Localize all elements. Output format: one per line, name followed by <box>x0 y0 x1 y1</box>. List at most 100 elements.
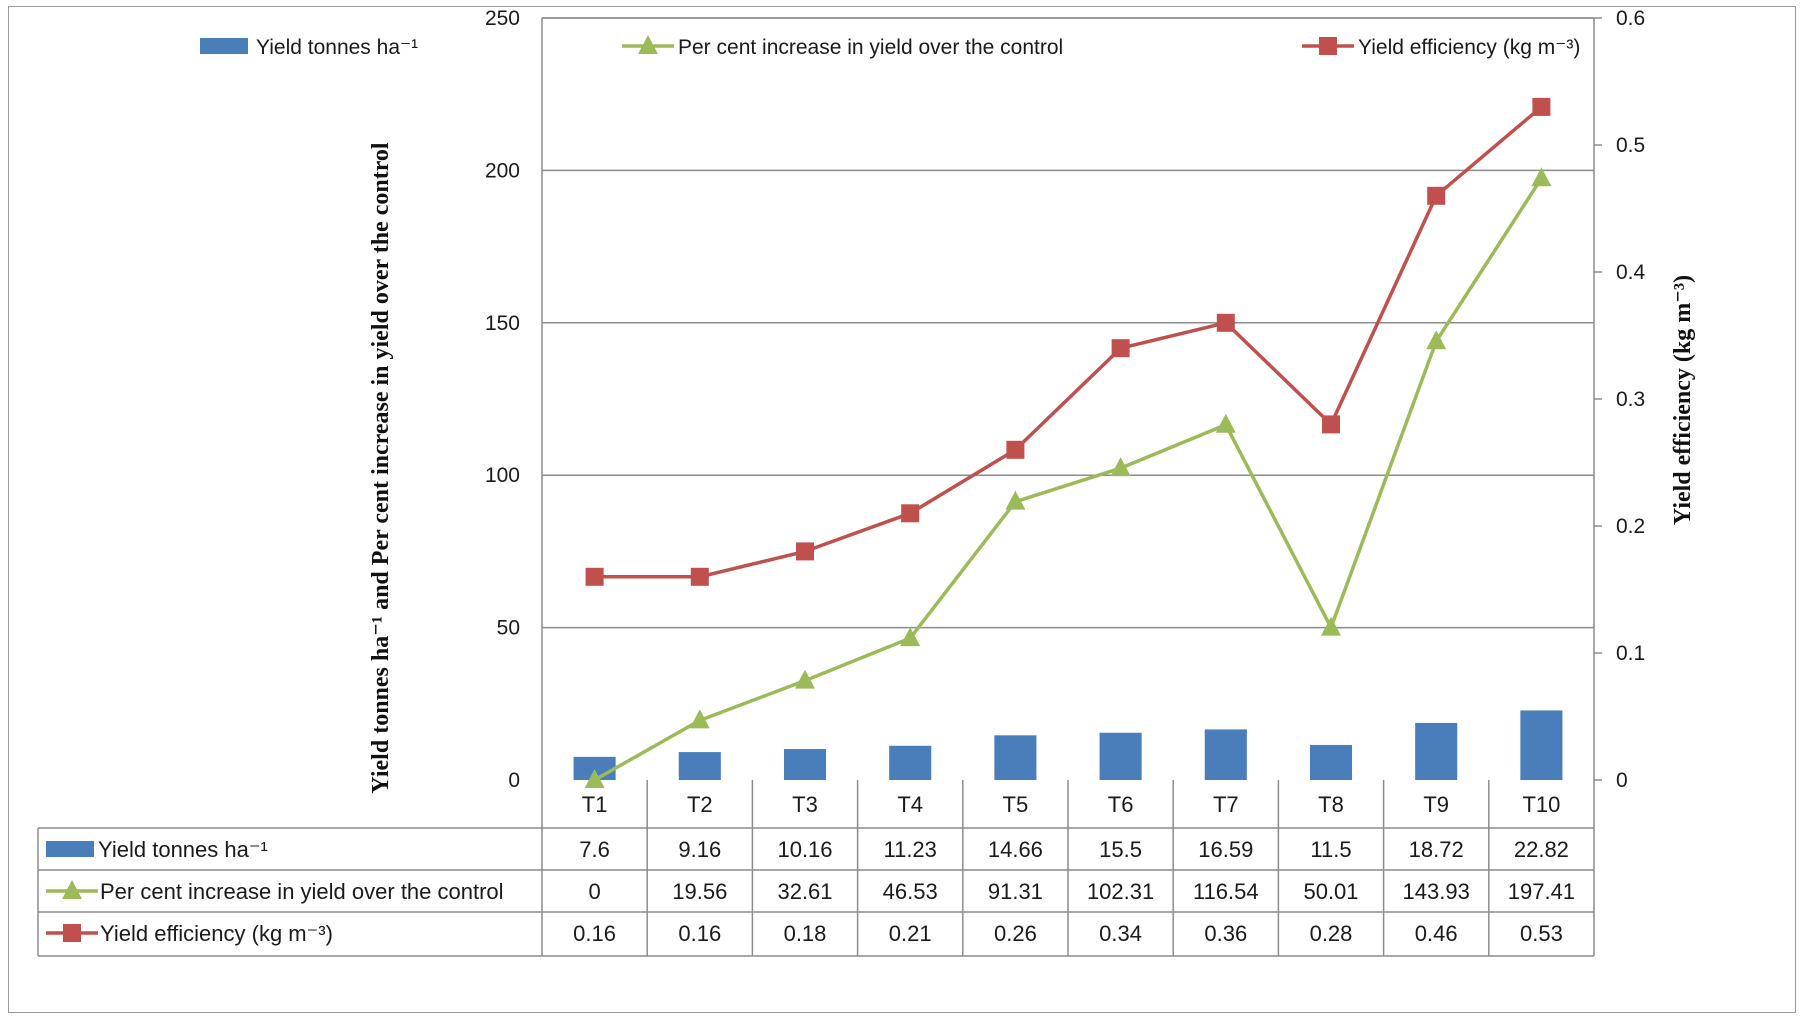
series-line <box>593 177 1543 782</box>
x-tick-label: T9 <box>1423 792 1449 817</box>
x-tick-label: T8 <box>1318 792 1344 817</box>
data-point <box>1322 415 1340 434</box>
table-row-label: Per cent increase in yield over the cont… <box>100 879 504 904</box>
data-label: 0 <box>588 879 600 904</box>
data-point <box>1006 440 1025 459</box>
data-label: 0.26 <box>994 921 1037 946</box>
data-label: 32.61 <box>777 879 832 904</box>
data-point <box>1427 186 1446 205</box>
y-tick-label-right: 0.1 <box>1616 642 1645 665</box>
y-tick-label-right: 0.2 <box>1616 515 1645 538</box>
x-tick-label: T1 <box>582 792 608 817</box>
data-point <box>1531 167 1552 187</box>
data-label: 10.16 <box>777 837 832 862</box>
x-tick-label: T4 <box>897 792 923 817</box>
y-tick-label-right: 0 <box>1616 769 1628 792</box>
bar <box>678 752 721 780</box>
bar <box>783 749 827 780</box>
x-tick-label: T10 <box>1522 792 1560 817</box>
legend-marker <box>638 35 658 54</box>
data-label: 0.36 <box>1204 921 1247 946</box>
y-tick-label-right: 0.4 <box>1616 261 1646 284</box>
data-label: 11.23 <box>883 837 936 862</box>
data-point <box>1426 330 1447 350</box>
data-label: 116.54 <box>1193 879 1259 904</box>
data-point <box>901 504 920 523</box>
axes: 0 50 100 150 200 250 0 0.1 0.2 0.3 0.4 0.5 0.6 <box>485 7 1646 792</box>
data-point <box>1321 616 1341 636</box>
table-legend-marker <box>62 880 82 899</box>
data-label: 0.28 <box>1310 921 1353 946</box>
data-label: 0.53 <box>1520 921 1563 946</box>
bar <box>1204 729 1247 780</box>
data-point <box>1216 313 1235 332</box>
data-label: 197.41 <box>1508 879 1575 904</box>
legend-label: Yield tonnes ha⁻¹ <box>256 36 418 59</box>
bar <box>889 745 932 780</box>
data-point <box>1215 413 1236 433</box>
data-point <box>900 627 921 647</box>
y-tick-label-left: 150 <box>485 312 520 335</box>
bar <box>1520 710 1563 780</box>
bar-series <box>573 710 1563 780</box>
data-label: 0.34 <box>1099 921 1142 946</box>
y-axis-title-left: Yield tonnes ha⁻¹ and Per cent increase … <box>368 142 394 793</box>
y-tick-label-right: 0.3 <box>1616 388 1645 411</box>
data-point <box>690 567 709 586</box>
x-tick-label: T7 <box>1213 792 1239 817</box>
data-point <box>1110 457 1131 477</box>
data-label: 7.6 <box>579 837 610 862</box>
data-label: 143.93 <box>1403 879 1470 904</box>
legend-label: Per cent increase in yield over the cont… <box>678 36 1063 59</box>
bar <box>1415 722 1458 780</box>
bar <box>994 735 1037 780</box>
table-legend-marker <box>63 924 81 942</box>
y-axis-title-right: Yield efficiency (kg m⁻³) <box>1670 275 1696 525</box>
data-point <box>584 769 605 788</box>
data-label: 15.5 <box>1099 837 1142 862</box>
data-point <box>1111 339 1130 358</box>
data-point <box>795 669 815 689</box>
y-tick-label-left: 200 <box>485 159 520 182</box>
bar <box>1309 744 1353 780</box>
x-tick-label: T5 <box>1003 792 1029 817</box>
data-label: 11.5 <box>1310 837 1351 862</box>
data-point <box>689 709 710 729</box>
data-label: 14.66 <box>988 837 1043 862</box>
data-label: 0.21 <box>889 921 932 946</box>
data-label: 0.46 <box>1415 921 1458 946</box>
legend-key <box>200 38 248 54</box>
series-line <box>594 105 1543 579</box>
table-legend-key <box>46 841 94 857</box>
data-label: 50.01 <box>1303 879 1358 904</box>
data-label: 102.31 <box>1087 879 1154 904</box>
legend-label: Yield efficiency (kg m⁻³) <box>1358 36 1580 59</box>
gridlines <box>542 17 1594 629</box>
bar <box>1099 732 1142 780</box>
data-table: T1 T2 T3 T4 T5 T6 T7 T8 T9 T10 Yield tonnes ha⁻¹ 7.… <box>37 780 1595 957</box>
legend: Yield tonnes ha⁻¹ Per cent increase in yi… <box>200 35 1580 59</box>
data-label: 91.31 <box>988 879 1043 904</box>
table-row-label: Yield tonnes ha⁻¹ <box>98 837 268 862</box>
y-tick-label-right: 0.6 <box>1616 7 1645 30</box>
y-tick-label-left: 50 <box>497 617 520 640</box>
data-label: 22.82 <box>1514 837 1569 862</box>
data-point <box>1005 490 1026 510</box>
x-tick-label: T6 <box>1108 792 1134 817</box>
line-series <box>584 97 1552 788</box>
y-tick-label-right: 0.5 <box>1616 134 1645 157</box>
data-point <box>796 542 814 561</box>
data-label: 0.18 <box>784 921 827 946</box>
data-label: 46.53 <box>883 879 938 904</box>
data-label: 16.59 <box>1198 837 1253 862</box>
y-tick-label-left: 250 <box>485 7 520 30</box>
data-label: 18.72 <box>1409 837 1464 862</box>
x-tick-label: T3 <box>792 792 818 817</box>
y-tick-label-left: 100 <box>485 464 520 487</box>
x-tick-label: T2 <box>687 792 713 817</box>
data-point <box>1532 97 1551 116</box>
table-row-label: Yield efficiency (kg m⁻³) <box>100 921 333 946</box>
legend-marker <box>1319 37 1337 55</box>
data-label: 0.16 <box>678 921 721 946</box>
